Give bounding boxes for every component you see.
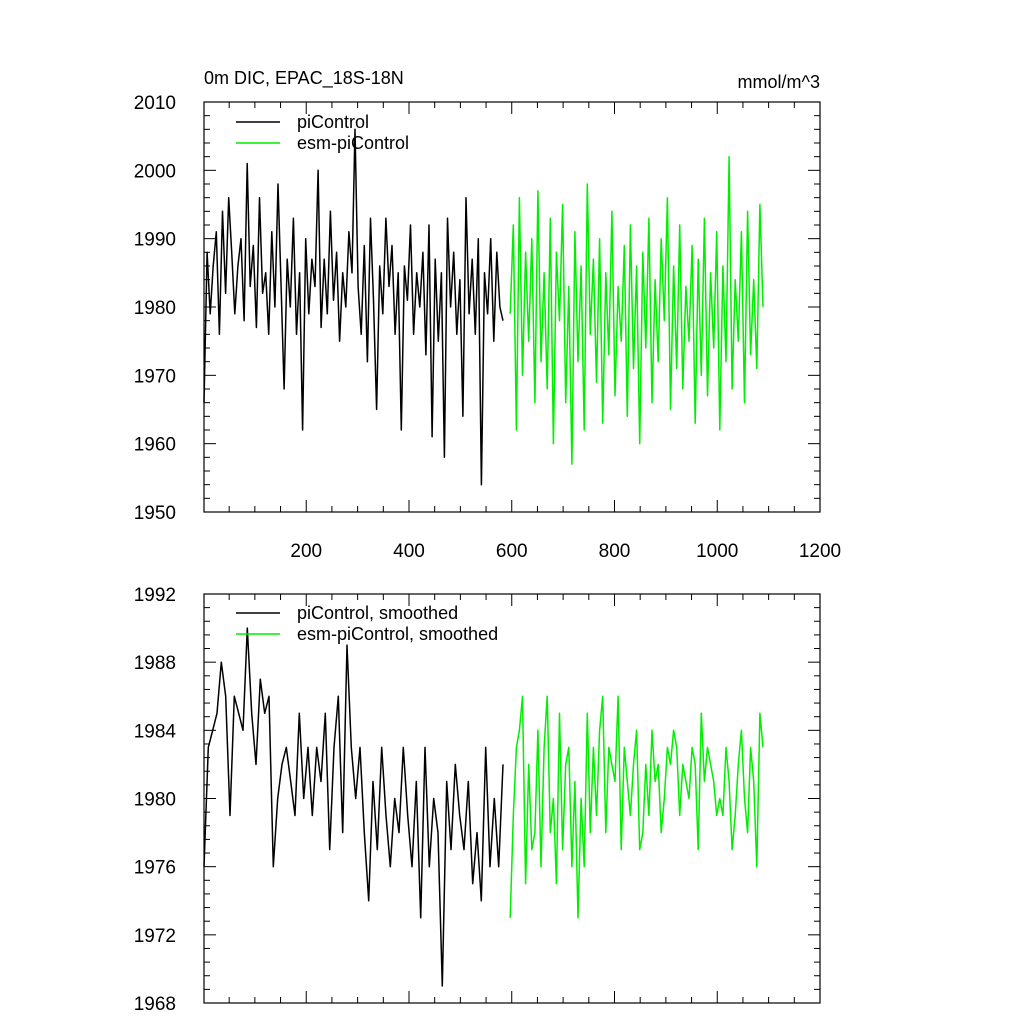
top-series-lines bbox=[203, 128, 764, 486]
bottom-series-lines bbox=[203, 627, 764, 987]
top-ytick-label: 2000 bbox=[134, 161, 176, 182]
top-series-line-picontrol bbox=[203, 128, 504, 486]
bottom-ytick-label: 1976 bbox=[134, 858, 176, 879]
bottom-ytick-label: 1988 bbox=[134, 653, 176, 674]
bottom-ytick-label: 1992 bbox=[134, 585, 176, 606]
top-ytick-label: 1950 bbox=[134, 503, 176, 524]
top-ytick-label: 1990 bbox=[134, 230, 176, 251]
top-xtick-label: 400 bbox=[393, 541, 425, 562]
top-ytick-label: 1960 bbox=[134, 435, 176, 456]
top-ytick-label: 1970 bbox=[134, 366, 176, 387]
top-xtick-label: 1000 bbox=[696, 541, 738, 562]
top-axes: 1950 1960 1970 1980 1990 2000 2010 200 400 600 800… bbox=[134, 93, 841, 562]
top-units: mmol/m^3 bbox=[738, 72, 820, 92]
top-xtick-label: 1200 bbox=[799, 541, 841, 562]
bottom-legend: piControl, smoothed esm-piControl, smoot… bbox=[236, 603, 498, 644]
top-title: 0m DIC, EPAC_18S-18N bbox=[204, 68, 404, 89]
bottom-ytick-label: 1980 bbox=[134, 790, 176, 811]
top-legend-label-picontrol: piControl bbox=[297, 112, 369, 132]
top-legend: piControl esm-piControl bbox=[236, 112, 409, 153]
top-legend-label-esm-picontrol: esm-piControl bbox=[297, 133, 409, 153]
top-series-line-esm-picontrol bbox=[509, 155, 764, 465]
top-xtick-label: 800 bbox=[599, 541, 631, 562]
bottom-legend-label-esm-picontrol: esm-piControl, smoothed bbox=[297, 624, 498, 644]
top-ytick-label: 1980 bbox=[134, 298, 176, 319]
bottom-legend-label-picontrol: piControl, smoothed bbox=[297, 603, 458, 623]
top-ytick-label: 2010 bbox=[134, 93, 176, 114]
top-panel: 0m DIC, EPAC_18S-18N mmol/m^3 1950196019… bbox=[134, 68, 841, 562]
bottom-series-line-picontrol bbox=[203, 627, 504, 987]
bottom-ytick-label: 1984 bbox=[134, 721, 177, 742]
bottom-panel: 1968 1972 1976 1980 1984 1988 1992 piControl, … bbox=[134, 585, 821, 1015]
bottom-axes: 1968 1972 1976 1980 1984 1988 1992 bbox=[134, 585, 821, 1015]
top-xtick-label: 600 bbox=[496, 541, 528, 562]
bottom-ytick-label: 1972 bbox=[134, 926, 176, 947]
bottom-series-line-esm-picontrol bbox=[509, 695, 764, 919]
top-xtick-label: 200 bbox=[290, 541, 322, 562]
bottom-ytick-label: 1968 bbox=[134, 994, 176, 1015]
